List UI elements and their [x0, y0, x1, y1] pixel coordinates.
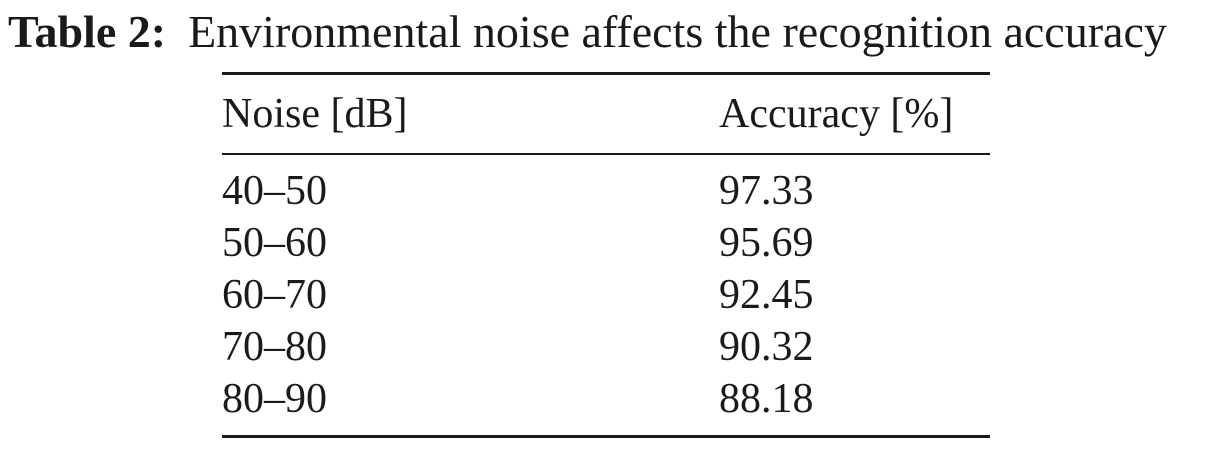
- table-row: 40–50 97.33: [222, 154, 990, 217]
- table-caption-text: Environmental noise affects the recognit…: [188, 6, 1167, 57]
- table-caption: Table 2: Environmental noise affects the …: [8, 6, 1208, 58]
- cell-noise: 40–50: [222, 168, 327, 214]
- cell-accuracy: 90.32: [719, 324, 814, 370]
- table-caption-label: Table 2:: [8, 6, 167, 57]
- results-table-container: Noise [dB] Accuracy [%] 40–50 97.33 50–6…: [222, 72, 990, 438]
- results-table: Noise [dB] Accuracy [%] 40–50 97.33 50–6…: [222, 72, 990, 438]
- header-accuracy: Accuracy [%]: [719, 91, 954, 137]
- table-row: 70–80 90.32: [222, 321, 990, 373]
- table-body: 40–50 97.33 50–60 95.69 60–70 92.45 70–8…: [222, 154, 990, 437]
- table-row: 60–70 92.45: [222, 269, 990, 321]
- table-header-row: Noise [dB] Accuracy [%]: [222, 73, 990, 154]
- cell-noise: 80–90: [222, 376, 327, 422]
- cell-noise: 70–80: [222, 324, 327, 370]
- cell-accuracy: 97.33: [719, 168, 814, 214]
- cell-accuracy: 88.18: [719, 376, 814, 422]
- header-noise: Noise [dB]: [222, 91, 408, 137]
- table-header: Noise [dB] Accuracy [%]: [222, 73, 990, 154]
- cell-accuracy: 92.45: [719, 272, 814, 318]
- table-row: 80–90 88.18: [222, 373, 990, 437]
- cell-noise: 60–70: [222, 272, 327, 318]
- cell-accuracy: 95.69: [719, 220, 814, 266]
- table-row: 50–60 95.69: [222, 217, 990, 269]
- cell-noise: 50–60: [222, 220, 327, 266]
